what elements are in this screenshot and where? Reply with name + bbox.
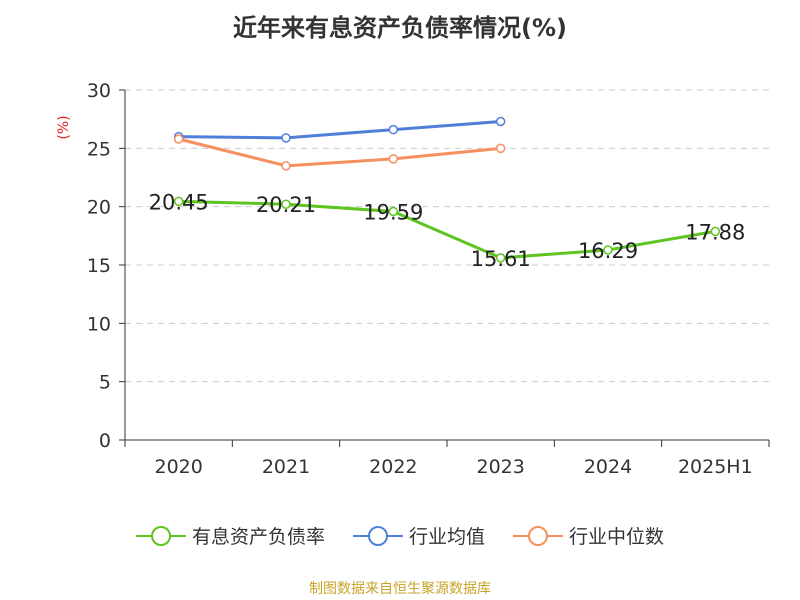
data-point: [388, 124, 399, 135]
x-tick-label: 2024: [584, 456, 632, 478]
series-line: [178, 120, 501, 140]
legend-swatch: [352, 525, 403, 546]
data-point: [603, 245, 613, 255]
data-label: 20.21: [256, 193, 316, 217]
legend-item: 行业均值: [352, 522, 485, 549]
data-point: [281, 199, 291, 209]
y-tick-label: 10: [87, 313, 111, 335]
data-label: 17.88: [685, 220, 745, 244]
series-line: [178, 199, 716, 260]
legend-swatch: [135, 525, 186, 546]
data-label: 16.29: [578, 239, 638, 263]
data-point: [281, 161, 291, 171]
legend-item: 有息资产负债率: [135, 522, 325, 549]
series-lines: [173, 116, 721, 263]
legend-label: 有息资产负债率: [191, 526, 325, 548]
data-point: [173, 196, 184, 207]
data-point: [281, 133, 291, 143]
axes: 0 5 10 15 20 25 30 (%) 2020 2021 2022 2023 2024 2025H…: [56, 80, 770, 478]
y-tick-label: 0: [99, 430, 111, 452]
legend-label: 行业均值: [408, 526, 485, 548]
data-label: 19.59: [363, 200, 423, 224]
y-tick-label: 30: [87, 80, 111, 102]
y-tick-label: 20: [87, 197, 111, 219]
data-labels: 20.45 20.21 19.59 15.61 16.29 17.88: [149, 190, 746, 270]
x-tick-label: 2022: [369, 456, 417, 478]
data-label: 20.45: [149, 190, 209, 214]
legend-item: 行业中位数: [513, 522, 664, 549]
legend: 有息资产负债率 行业均值 行业中位数: [0, 522, 800, 549]
y-tick-label: 15: [87, 255, 111, 277]
y-axis-label: (%): [56, 115, 72, 139]
data-point: [173, 134, 184, 144]
x-tick-label: 2020: [154, 456, 202, 478]
legend-label: 行业中位数: [569, 526, 665, 548]
legend-swatch: [513, 525, 563, 546]
series-line: [178, 137, 501, 168]
y-tick-label: 25: [87, 138, 111, 160]
x-tick-label: 2023: [476, 456, 524, 478]
chart-title: 近年来有息资产负债率情况(%): [233, 14, 567, 42]
gridlines: [125, 89, 769, 383]
x-tick-label: 2021: [262, 456, 310, 478]
data-point: [495, 116, 506, 127]
x-tick-label: 2025H1: [678, 456, 753, 478]
data-point: [495, 253, 506, 263]
data-point: [388, 154, 399, 164]
data-point: [495, 143, 506, 154]
source-note: 制图数据来自恒生聚源数据库: [309, 581, 491, 597]
data-label: 15.61: [471, 247, 531, 271]
data-point: [388, 206, 399, 217]
y-tick-label: 5: [99, 372, 111, 394]
data-point: [710, 226, 721, 237]
